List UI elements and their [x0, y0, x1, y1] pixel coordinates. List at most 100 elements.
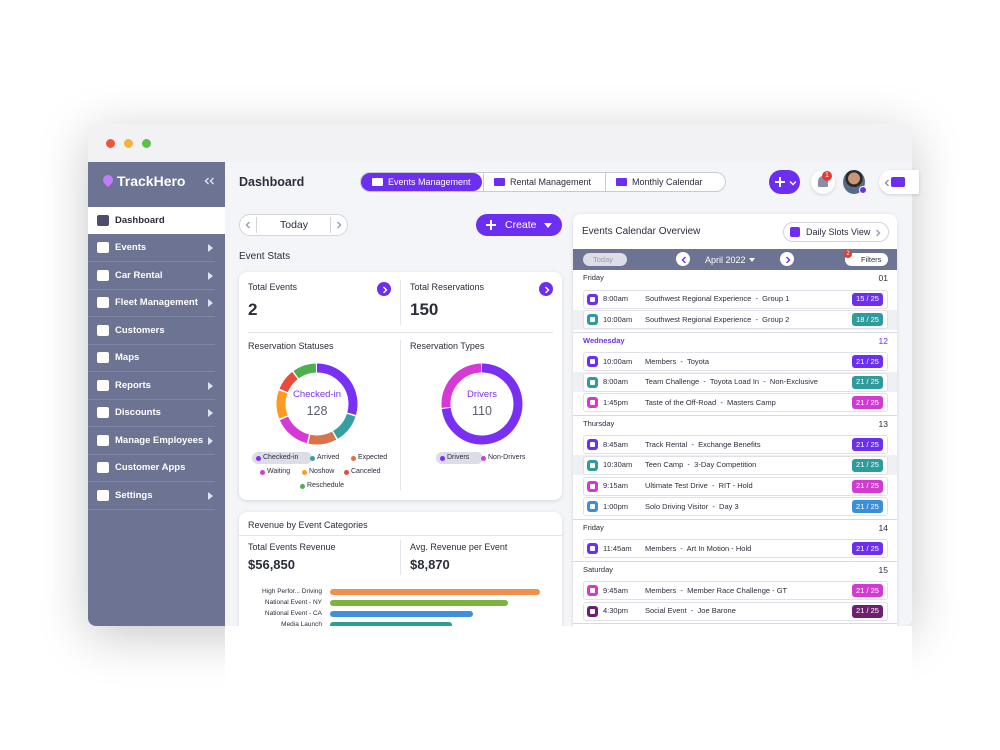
event-title: Members - Member Race Challenge - GT	[645, 585, 788, 595]
today-button[interactable]	[583, 253, 627, 266]
details-button[interactable]	[539, 282, 553, 296]
tab[interactable]	[605, 173, 725, 191]
day-separator	[573, 518, 897, 520]
legend-label[interactable]: Checked-in	[263, 454, 299, 461]
event-title: Southwest Regional Experience - Group 1	[645, 294, 790, 303]
event-row[interactable]	[583, 476, 888, 496]
notification-badge: 1	[822, 171, 832, 181]
event-row[interactable]	[583, 435, 888, 455]
donut-segment	[276, 363, 358, 445]
day-separator	[573, 331, 897, 333]
legend-label[interactable]: Reschedule	[307, 482, 344, 489]
sidebar-label: Manage Employees	[115, 434, 204, 446]
legend-swatch	[481, 455, 486, 461]
event-row[interactable]	[583, 601, 888, 621]
event-row[interactable]	[583, 310, 888, 330]
event-row[interactable]	[583, 372, 888, 392]
tab[interactable]	[483, 173, 604, 191]
divider	[239, 535, 562, 536]
bar	[330, 611, 473, 617]
brand: TrackHero	[117, 173, 186, 189]
legend-swatch	[260, 469, 265, 475]
filter-badge: 2	[844, 250, 852, 258]
tab-icon	[616, 178, 627, 186]
title-bar	[88, 124, 912, 162]
sidebar-label: Settings	[115, 489, 153, 501]
event-row[interactable]	[583, 352, 888, 372]
slots-badge	[852, 604, 883, 618]
filters-label: Filters	[861, 254, 882, 264]
legend-label[interactable]: Drivers	[447, 454, 470, 461]
event-time: 9:45am	[603, 585, 629, 595]
legend-swatch	[440, 455, 445, 461]
tab-label: Rental Management	[510, 177, 592, 187]
event-row[interactable]	[583, 289, 888, 309]
slots-badge	[852, 500, 883, 514]
minimize-dot[interactable]	[124, 139, 133, 148]
maximize-dot[interactable]	[142, 139, 151, 148]
bar	[330, 600, 508, 606]
create-button[interactable]	[476, 214, 562, 236]
filters-button[interactable]	[845, 253, 888, 266]
sidebar-separator	[88, 371, 215, 373]
legend-label[interactable]: Noshow	[309, 468, 335, 475]
slots-badge	[852, 458, 883, 472]
legend-label[interactable]: Expected	[358, 454, 388, 461]
day-date: 01	[878, 273, 888, 283]
date-nav[interactable]	[239, 214, 348, 236]
month-nav-button[interactable]	[780, 252, 794, 266]
event-row[interactable]	[583, 581, 888, 601]
event-title: Social Event - Joe Barone	[645, 606, 736, 616]
sidebar-label: Reports	[115, 379, 151, 391]
card-title: Events Calendar Overview	[582, 226, 701, 237]
sidebar-separator	[88, 261, 215, 263]
slots-badge	[852, 355, 883, 369]
event-title: Southwest Regional Experience - Group 2	[645, 314, 790, 324]
stat-label: Avg. Revenue per Event	[410, 542, 508, 552]
slots-badge	[852, 292, 883, 306]
chevron	[382, 286, 387, 293]
sidebar-separator	[88, 481, 215, 483]
event-row[interactable]	[583, 393, 888, 413]
card-title: Revenue by Event Categories	[248, 520, 368, 530]
section-title: Event Stats	[239, 251, 291, 262]
details-button[interactable]	[377, 282, 391, 296]
page-title: Dashboard	[239, 175, 305, 189]
slots-badge	[852, 584, 883, 598]
tab[interactable]	[361, 173, 482, 191]
legend-swatch	[300, 483, 305, 489]
date-nav-divider	[330, 217, 331, 233]
slots-label: 21 / 25	[856, 397, 879, 407]
revenue-card	[239, 512, 562, 642]
event-icon-inner	[590, 296, 595, 302]
event-icon-inner	[590, 317, 595, 323]
date-nav-divider	[256, 217, 257, 233]
day-date: 14	[878, 522, 888, 533]
sidebar-icon	[97, 324, 109, 336]
date-label: Today	[280, 219, 309, 231]
chart-title: Reservation Statuses	[248, 341, 334, 351]
donut-center-value: 128	[306, 404, 328, 418]
sidebar-icon	[97, 379, 109, 391]
legend-label[interactable]: Waiting	[267, 468, 291, 475]
slots-label: 21 / 25	[856, 585, 879, 595]
sidebar-label: Customer Apps	[115, 462, 186, 474]
event-row[interactable]	[583, 497, 888, 517]
event-row[interactable]	[583, 455, 888, 475]
close-dot[interactable]	[106, 139, 115, 148]
bar	[330, 622, 452, 628]
view-button[interactable]	[783, 222, 889, 242]
slots-badge	[852, 375, 883, 389]
event-icon-inner	[590, 504, 595, 510]
donut-chart	[441, 363, 523, 445]
bar-label: National Event - NY	[264, 599, 322, 606]
legend-label[interactable]: Canceled	[351, 468, 381, 475]
donut-center-label: Checked-in	[292, 389, 342, 400]
event-row[interactable]	[583, 539, 888, 559]
event-icon-inner	[590, 608, 595, 614]
sidebar-icon	[97, 269, 109, 281]
legend-label[interactable]: Arrived	[317, 454, 340, 461]
legend-label[interactable]: Non-Drivers	[488, 454, 526, 461]
event-icon-inner	[590, 483, 595, 489]
view-icon	[790, 227, 800, 237]
